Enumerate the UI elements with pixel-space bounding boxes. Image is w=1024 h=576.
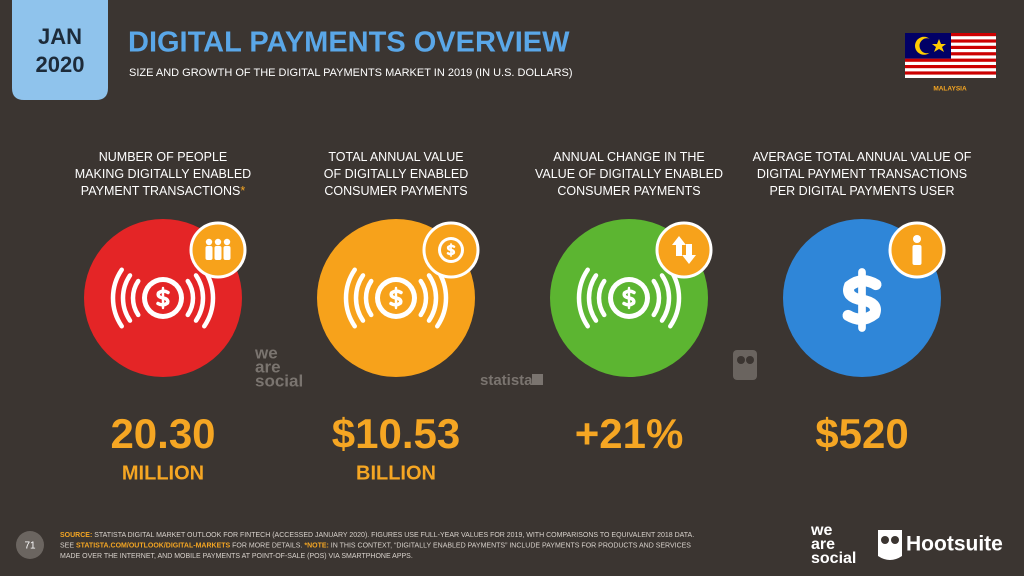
country: MALAYSIA [933, 86, 967, 93]
logo-text: social [811, 550, 856, 567]
source-line: SOURCE: STATISTA DIGITAL MARKET OUTLOOK … [60, 532, 694, 539]
title: DIGITAL PAYMENTS OVERVIEW [128, 27, 570, 59]
badge-icon [205, 246, 213, 260]
watermark-text: are [255, 357, 281, 376]
source-text: FOR MORE DETAILS. [230, 542, 304, 549]
flag [905, 33, 996, 78]
source-line: MADE OVER THE INTERNET, AND MOBILE PAYME… [60, 553, 413, 560]
badge [655, 221, 713, 279]
stat-label-text: ANNUAL CHANGE IN THE [553, 150, 704, 164]
source-text: SOURCE: [60, 532, 92, 539]
badge-icon [205, 238, 213, 246]
source-text: MADE OVER THE INTERNET, AND MOBILE PAYME… [60, 553, 413, 560]
badge-icon [672, 236, 686, 256]
source-text: IN THIS CONTEXT, “DIGITALLY ENABLED PAYM… [329, 542, 691, 549]
logo-text: are [811, 536, 835, 553]
stat-label-text: VALUE OF DIGITALLY ENABLED [535, 167, 723, 181]
stat-label: AVERAGE TOTAL ANNUAL VALUE OF [753, 150, 972, 164]
signal-wave [418, 278, 429, 318]
signal-wave [185, 278, 196, 318]
stat-unit: MILLION [122, 462, 204, 484]
stat-label-text: MAKING DIGITALLY ENABLED [75, 167, 251, 181]
stat-value: $10.53 [332, 410, 460, 457]
stat-label: TOTAL ANNUAL VALUE [328, 150, 463, 164]
logo-hootsuite: Hootsuite [906, 533, 1003, 556]
stat-label-text: CONSUMER PAYMENTS [557, 184, 700, 198]
stat-block: NUMBER OF PEOPLE MAKING DIGITALLY ENABLED… [75, 150, 251, 484]
stat-label-text: CONSUMER PAYMENTS [324, 184, 467, 198]
signal-wave [659, 273, 672, 323]
watermark-text: social [255, 371, 303, 390]
page-number: 71 [24, 541, 36, 552]
stat-label-text: PAYMENT TRANSACTIONS [81, 184, 241, 198]
watermark-owl [733, 350, 757, 380]
stat-label: MAKING DIGITALLY ENABLED [75, 167, 251, 181]
stat-label-text: DIGITAL PAYMENT TRANSACTIONS [757, 167, 967, 181]
signal-wave [343, 267, 357, 329]
stat-label-text: AVERAGE TOTAL ANNUAL VALUE OF [753, 150, 972, 164]
stat-value: 20.30 [110, 410, 215, 457]
logo-we-are-social: we are social [810, 522, 856, 567]
date-box [12, 0, 108, 100]
source-text: STATISTA.COM/OUTLOOK/DIGITAL-MARKETS [76, 542, 231, 549]
stat-label: NUMBER OF PEOPLE [99, 150, 228, 164]
watermark-statista-icon [532, 374, 543, 385]
stat-label: OF DIGITALLY ENABLED [324, 167, 469, 181]
signal-wave [426, 273, 439, 323]
stat-label-text: NUMBER OF PEOPLE [99, 150, 228, 164]
signal-wave [363, 278, 374, 318]
badge-icon [913, 235, 921, 243]
stat-label: CONSUMER PAYMENTS [557, 184, 700, 198]
date-month: JAN [38, 24, 82, 49]
signal-wave [586, 273, 599, 323]
signal-wave [130, 278, 141, 318]
signal-wave [120, 273, 133, 323]
stat-block: AVERAGE TOTAL ANNUAL VALUE OF DIGITAL PAY… [753, 150, 972, 457]
stat-label: PAYMENT TRANSACTIONS* [81, 184, 246, 198]
stat-block: ANNUAL CHANGE IN THE VALUE OF DIGITALLY E… [535, 150, 723, 457]
stat-label-text: PER DIGITAL PAYMENTS USER [770, 184, 955, 198]
subtitle: SIZE AND GROWTH OF THE DIGITAL PAYMENTS … [129, 67, 573, 79]
signal-wave [353, 273, 366, 323]
signal-wave [576, 267, 590, 329]
badge-icon [223, 246, 231, 260]
stat-label: CONSUMER PAYMENTS [324, 184, 467, 198]
stat-label: VALUE OF DIGITALLY ENABLED [535, 167, 723, 181]
stat-label-text: TOTAL ANNUAL VALUE [328, 150, 463, 164]
stat-label-mark: * [240, 184, 245, 198]
badge-icon [214, 238, 222, 246]
stat-label-text: OF DIGITALLY ENABLED [324, 167, 469, 181]
source-text: SEE [60, 542, 76, 549]
signal-wave [110, 267, 124, 329]
watermark-statista: statista [480, 372, 533, 389]
source-text: STATISTA DIGITAL MARKET OUTLOOK FOR FINT… [92, 532, 694, 539]
stat-label: DIGITAL PAYMENT TRANSACTIONS [757, 167, 967, 181]
signal-wave [596, 278, 607, 318]
signal-wave [193, 273, 206, 323]
stat-label: ANNUAL CHANGE IN THE [553, 150, 704, 164]
watermark-we-are-social: we are social [254, 343, 303, 390]
page-badge [16, 531, 44, 559]
watermark-text: we [254, 343, 278, 362]
date-year: 2020 [36, 52, 85, 77]
stat-value: +21% [575, 410, 684, 457]
stat-label: PER DIGITAL PAYMENTS USER [770, 184, 955, 198]
badge-icon [223, 238, 231, 246]
source-line: SEE STATISTA.COM/OUTLOOK/DIGITAL-MARKETS… [60, 542, 691, 549]
signal-wave [651, 278, 662, 318]
source-text: *NOTE: [304, 542, 329, 549]
stat-value: $520 [815, 410, 908, 457]
logo-text: we [810, 522, 832, 539]
badge-icon [912, 245, 922, 265]
badge-icon [214, 246, 222, 260]
stat-block: TOTAL ANNUAL VALUE OF DIGITALLY ENABLED CO… [317, 150, 480, 484]
logo-owl [878, 530, 902, 560]
badge-icon [682, 244, 696, 264]
stat-unit: BILLION [356, 462, 436, 484]
